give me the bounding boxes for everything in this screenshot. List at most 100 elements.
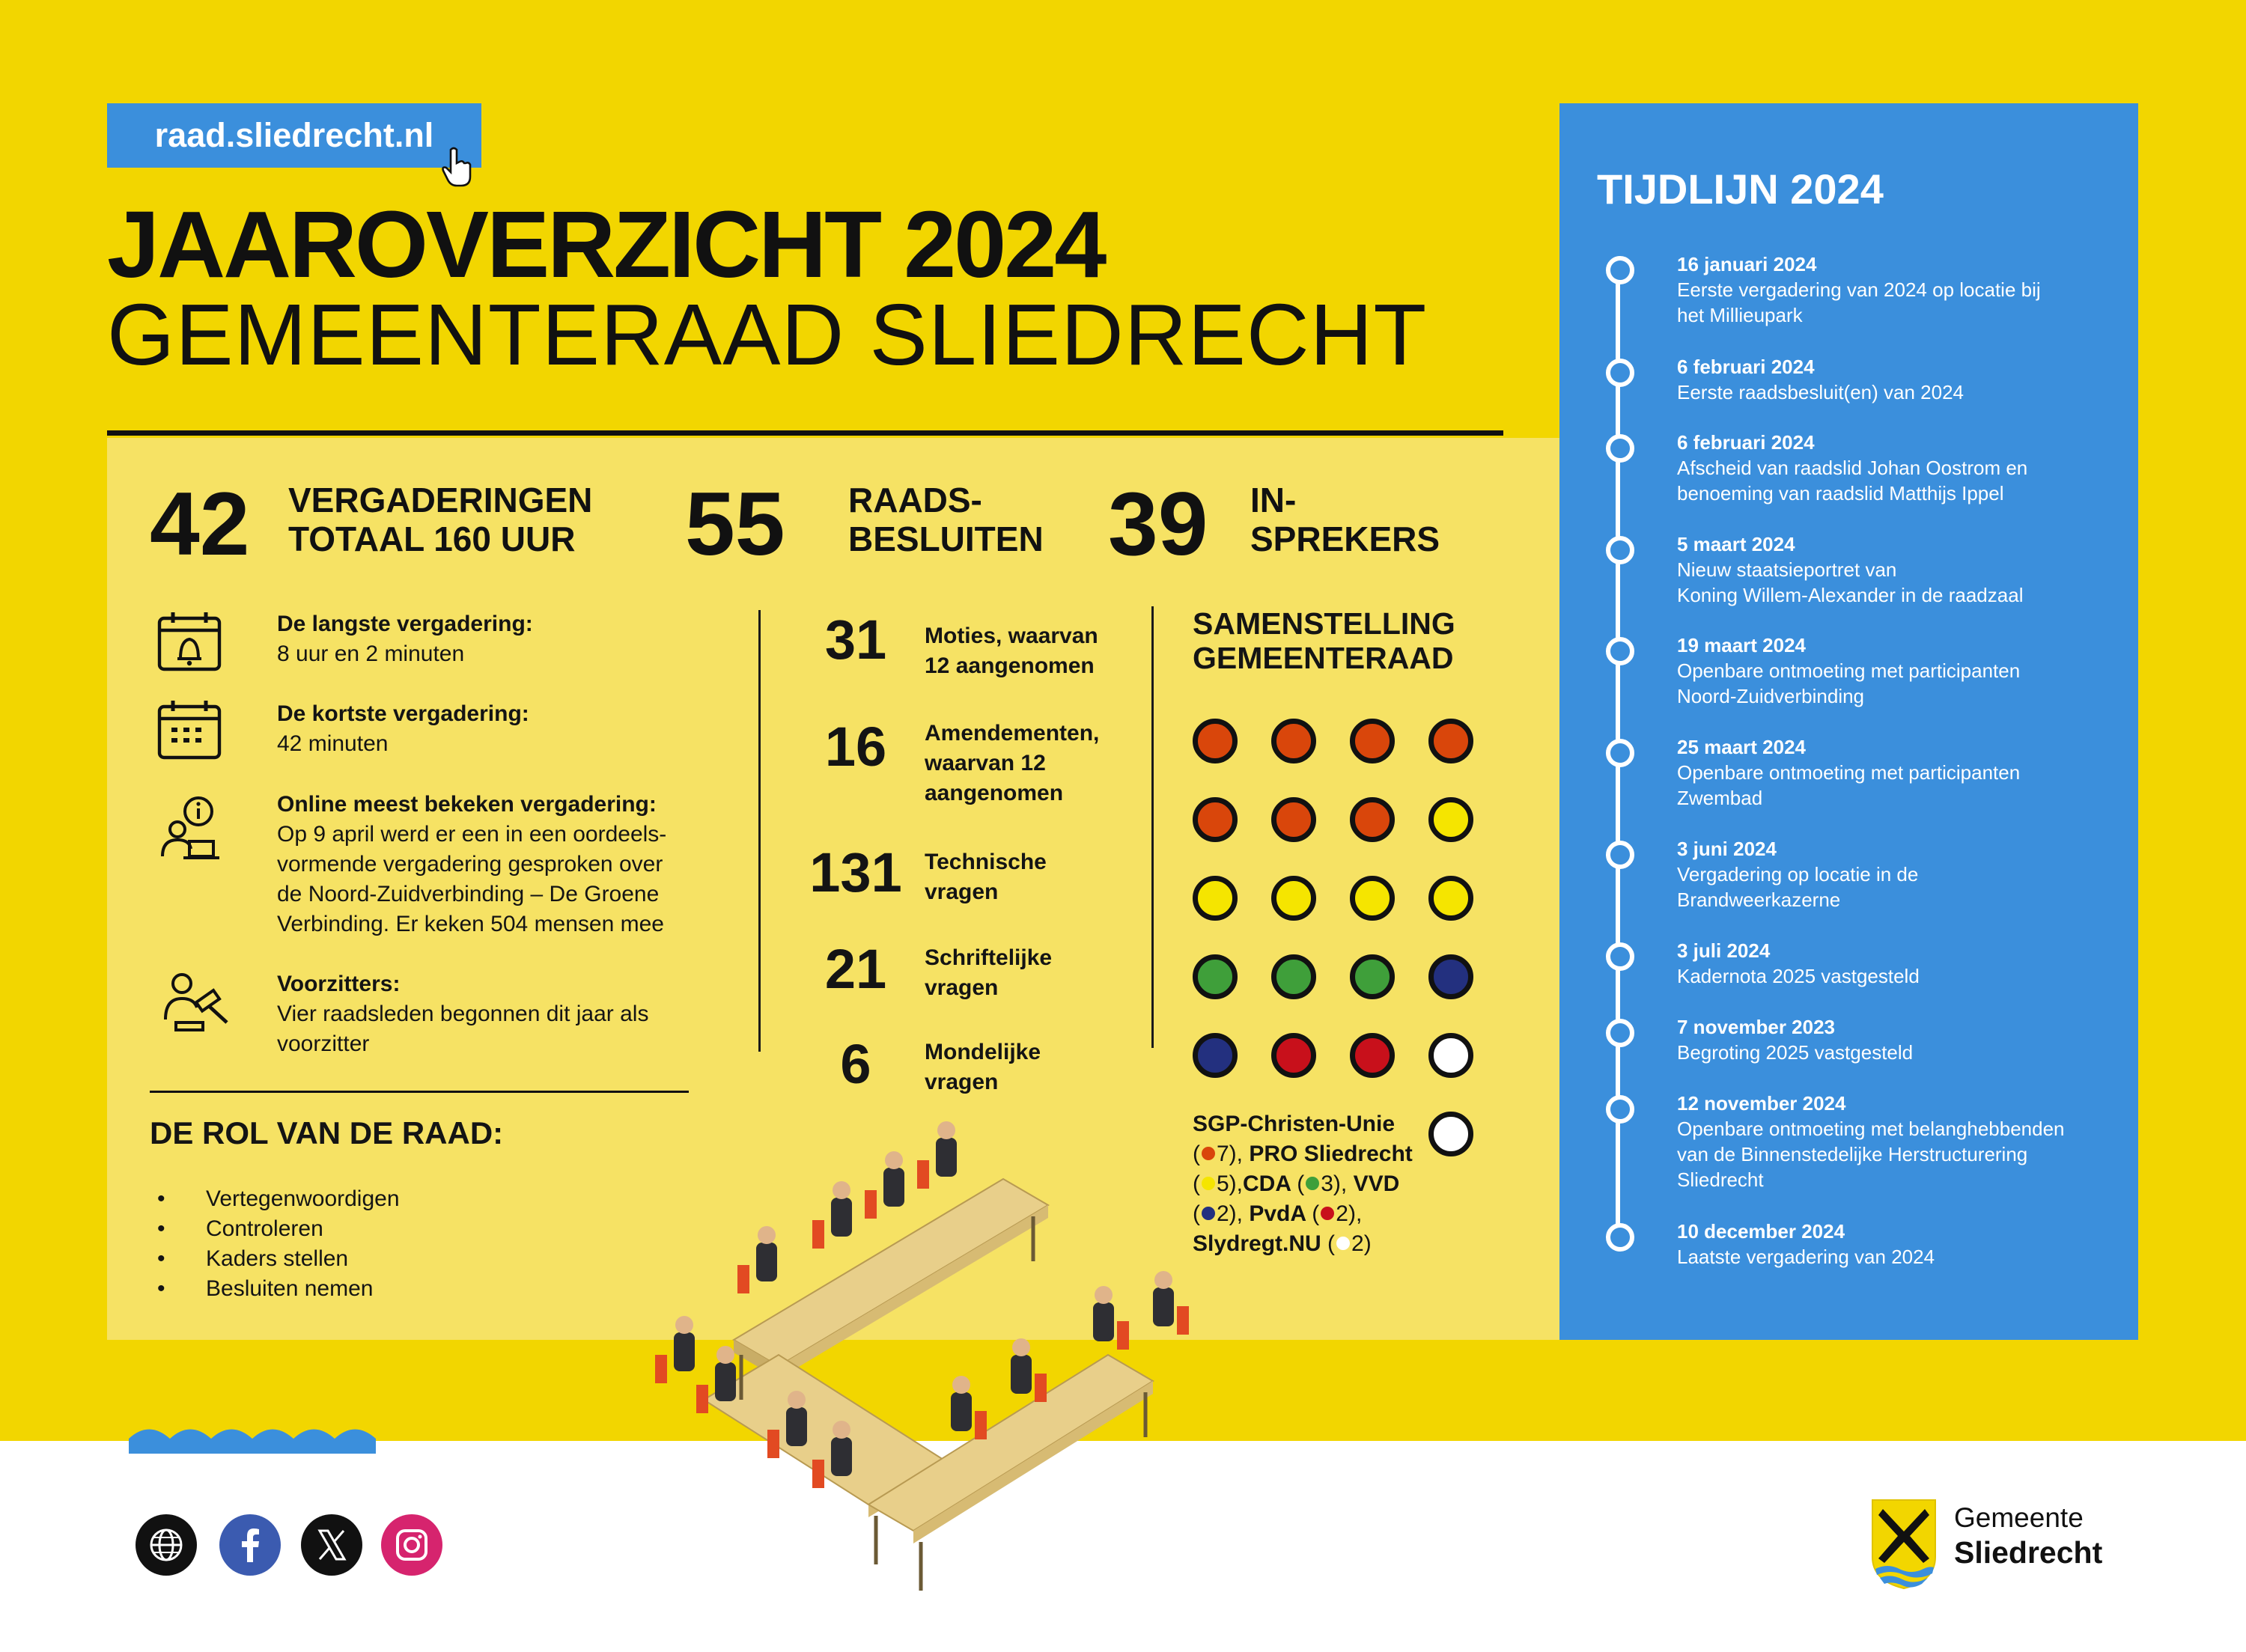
hand-cursor-icon	[442, 147, 472, 187]
timeline-node	[1606, 637, 1634, 665]
council-seat	[1271, 719, 1316, 763]
detail-shortest-text: 42 minuten	[277, 731, 389, 756]
role-item: • Vertegenwoordigen	[157, 1186, 400, 1211]
stat-decisions-label: RAADS- BESLUITEN	[848, 481, 1044, 558]
timeline-date: 19 maart 2024	[1677, 634, 1807, 656]
timeline-description: benoeming van raadslid Matthijs Ippel	[1677, 482, 2004, 505]
detail-longest: De langste vergadering: 8 uur en 2 minut…	[277, 609, 533, 669]
timeline-event: 6 februari 2024 Afscheid van raadslid Joh…	[1677, 430, 2141, 506]
timeline-node	[1606, 942, 1634, 971]
timeline-date: 5 maart 2024	[1677, 533, 1795, 555]
timeline-date: 6 februari 2024	[1677, 431, 1815, 454]
legend-paren: (	[1312, 1201, 1320, 1226]
timeline-description: Vergadering op locatie in de	[1677, 863, 1919, 886]
council-seat	[1350, 954, 1395, 999]
legend-paren: (	[1193, 1201, 1200, 1226]
timeline-description: Openbare ontmoeting met belanghebbenden	[1677, 1118, 2065, 1140]
x-icon[interactable]	[301, 1514, 362, 1576]
timeline-description: van de Binnenstedelijke Herstructurering	[1677, 1143, 2028, 1165]
legend-seats: 2),	[1217, 1201, 1250, 1226]
detail-online-line1: Op 9 april werd er een in een oordeels-	[277, 822, 667, 847]
role-item-label: Controleren	[206, 1216, 323, 1241]
legend-party: VVD	[1353, 1171, 1400, 1196]
composition-title-line1: SAMENSTELLING	[1193, 606, 1455, 641]
page-subtitle: GEMEENTERAAD SLIEDRECHT	[107, 286, 1428, 383]
timeline-date: 6 februari 2024	[1677, 356, 1815, 378]
timeline-description: Koning Willem-Alexander in de raadzaal	[1677, 584, 2024, 606]
technical-questions-label-line2: vragen	[925, 880, 999, 904]
role-item: • Controleren	[157, 1216, 323, 1241]
timeline-event: 10 december 2024 Laatste vergadering van …	[1677, 1219, 2141, 1270]
stat-speakers-number: 39	[1108, 474, 1208, 574]
timeline-event: 6 februari 2024 Eerste raadsbesluit(en) v…	[1677, 354, 2141, 405]
timeline-description: Nieuw staatsieportret van	[1677, 558, 1897, 581]
legend-line: (2), PvdA (2),	[1193, 1199, 1477, 1229]
timeline-event: 25 maart 2024 Openbare ontmoeting met par…	[1677, 734, 2141, 811]
council-seat	[1271, 1033, 1316, 1078]
council-seat	[1271, 797, 1316, 842]
oral-questions-label-line1: Mondelijke	[925, 1040, 1041, 1064]
timeline-event: 16 januari 2024 Eerste vergadering van 20…	[1677, 252, 2141, 328]
legend-paren: (	[1297, 1171, 1305, 1196]
page-title: JAAROVERZICHT 2024	[107, 192, 1107, 297]
column-divider	[1151, 606, 1154, 1048]
council-seat	[1428, 797, 1473, 842]
legend-swatch	[1202, 1207, 1215, 1221]
timeline-event: 19 maart 2024 Openbare ontmoeting met par…	[1677, 633, 2141, 709]
legend-line: (5),CDA (3), VVD	[1193, 1169, 1477, 1199]
timeline-description: Afscheid van raadslid Johan Oostrom en	[1677, 457, 2028, 479]
composition-title: SAMENSTELLING GEMEENTERAAD	[1193, 606, 1455, 675]
council-seat	[1428, 876, 1473, 921]
timeline-node	[1606, 1223, 1634, 1252]
council-seat	[1271, 876, 1316, 921]
timeline-date: 12 november 2024	[1677, 1092, 1846, 1115]
detail-chairs-title: Voorzitters:	[277, 972, 401, 996]
written-questions-label-line2: vragen	[925, 975, 999, 1000]
council-seat	[1271, 954, 1316, 999]
legend-paren: (	[1193, 1142, 1200, 1166]
timeline-description: Noord-Zuidverbinding	[1677, 685, 1865, 707]
timeline-description: Openbare ontmoeting met participanten	[1677, 761, 2021, 784]
legend-seats: 5),	[1217, 1171, 1244, 1196]
timeline-node	[1606, 256, 1634, 284]
legend-line: SGP-Christen-Unie	[1193, 1112, 1396, 1136]
timeline-description: Laatste vergadering van 2024	[1677, 1246, 1935, 1268]
council-members	[655, 1121, 1189, 1488]
amendments-number: 16	[824, 716, 887, 778]
legend-swatch	[1202, 1147, 1215, 1161]
timeline-event: 3 juni 2024 Vergadering op locatie in de B…	[1677, 836, 2141, 912]
technical-questions-label-line1: Technische	[925, 850, 1047, 874]
role-item: • Besluiten nemen	[157, 1276, 374, 1301]
column-divider	[758, 610, 761, 1052]
timeline-node	[1606, 841, 1634, 869]
globe-icon[interactable]	[136, 1514, 197, 1576]
detail-longest-text: 8 uur en 2 minuten	[277, 641, 465, 666]
detail-shortest-title: De kortste vergadering:	[277, 701, 529, 726]
council-seat	[1428, 1112, 1473, 1156]
motions-label-line2: 12 aangenomen	[925, 653, 1095, 678]
website-link[interactable]: raad.sliedrecht.nl	[107, 103, 481, 168]
facebook-icon[interactable]	[219, 1514, 281, 1576]
stat-decisions-number: 55	[685, 474, 785, 574]
timeline-event: 12 november 2024 Openbare ontmoeting met …	[1677, 1091, 2141, 1192]
legend-swatch	[1336, 1237, 1351, 1251]
legend-party: CDA	[1243, 1171, 1297, 1196]
council-seat	[1350, 719, 1395, 763]
detail-shortest: De kortste vergadering: 42 minuten	[277, 699, 529, 759]
timeline-description: Kadernota 2025 vastgesteld	[1677, 965, 1920, 987]
timeline-title: TIJDLIJN 2024	[1597, 165, 1884, 213]
role-item: • Kaders stellen	[157, 1246, 349, 1271]
detail-online-line4: Verbinding. Er keken 504 mensen mee	[277, 912, 664, 936]
stat-meetings-number: 42	[150, 474, 250, 574]
composition-legend: SGP-Christen-Unie (7), PRO Sliedrecht (5…	[1193, 1109, 1477, 1259]
amendments-label: Amendementen, waarvan 12 aangenomen	[925, 719, 1099, 808]
council-seat	[1193, 1033, 1238, 1078]
timeline-date: 3 juni 2024	[1677, 838, 1777, 860]
oral-questions-number: 6	[840, 1033, 871, 1095]
written-questions-label: Schriftelijke vragen	[925, 943, 1052, 1003]
instagram-icon[interactable]	[381, 1514, 442, 1576]
council-seat	[1193, 876, 1238, 921]
detail-longest-title: De langste vergadering:	[277, 612, 533, 636]
timeline-description: Eerste raadsbesluit(en) van 2024	[1677, 381, 1965, 403]
